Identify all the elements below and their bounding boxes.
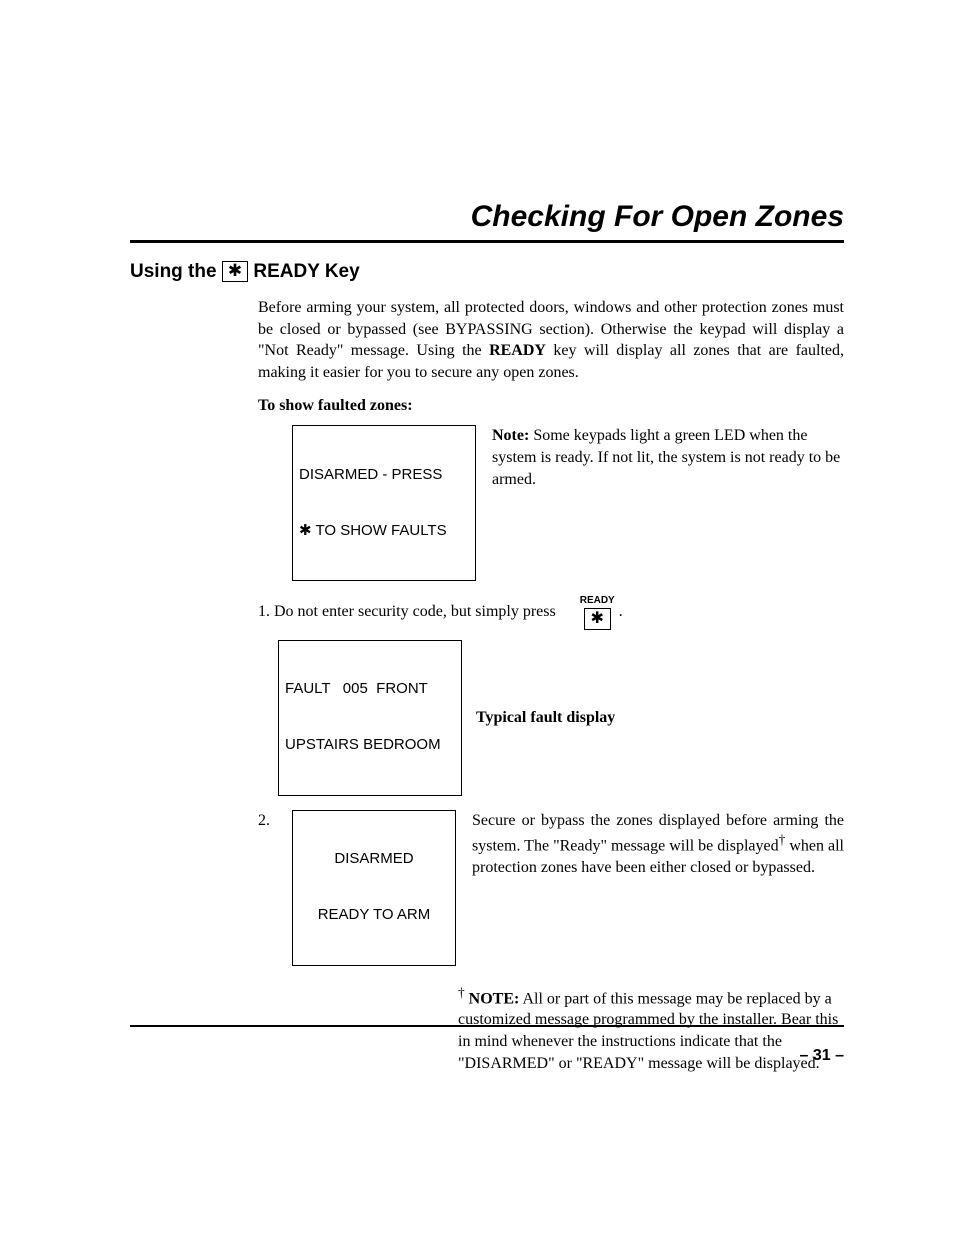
ready-key-wrap: READY ✱ (580, 595, 615, 629)
ready-key-icon: ✱ (584, 608, 611, 629)
step2-num: 2. (258, 810, 276, 830)
step1-text: Do not enter security code, but simply p… (270, 603, 556, 620)
title-rule (130, 240, 844, 243)
page-number: – 31 – (800, 1047, 844, 1065)
note1-bold: Note: (492, 427, 529, 444)
asterisk-key-icon: ✱ (222, 261, 248, 282)
row-fault-box: FAULT 005 FRONT UPSTAIRS BEDROOM Typical… (278, 640, 844, 796)
box3-line1: DISARMED (299, 850, 449, 869)
intro-paragraph: Before arming your system, all protected… (258, 297, 844, 383)
step-1: 1. Do not enter security code, but simpl… (258, 595, 844, 629)
ready-label: READY (580, 595, 615, 606)
box1-line2: ✱ TO SHOW FAULTS (299, 522, 469, 541)
box2-line2: UPSTAIRS BEDROOM (285, 736, 455, 755)
display-box-ready-to-arm: DISARMED READY TO ARM (292, 810, 456, 966)
note1: Note: Some keypads light a green LED whe… (492, 425, 844, 490)
row-step2: 2. DISARMED READY TO ARM Secure or bypas… (258, 810, 844, 966)
box2-line1: FAULT 005 FRONT (285, 680, 455, 699)
box3-line2: READY TO ARM (299, 906, 449, 925)
show-faulted-heading: To show faulted zones: (258, 397, 844, 415)
row-box1: DISARMED - PRESS ✱ TO SHOW FAULTS Note: … (258, 425, 844, 581)
step1-period: . (619, 603, 623, 620)
page-title: Checking For Open Zones (130, 200, 844, 234)
subtitle-prefix: Using the (130, 261, 222, 282)
asterisk-icon: ✱ (299, 522, 312, 539)
page: Checking For Open Zones Using the ✱ READ… (0, 0, 954, 1235)
section-subtitle: Using the ✱ READY Key (130, 261, 844, 283)
note1-text: Some keypads light a green LED when the … (492, 427, 840, 487)
typical-fault-label: Typical fault display (476, 709, 615, 727)
step1-num: 1. (258, 603, 270, 620)
display-box-fault: FAULT 005 FRONT UPSTAIRS BEDROOM (278, 640, 462, 796)
footer-rule (130, 1025, 844, 1027)
box1-line2-text: TO SHOW FAULTS (312, 522, 447, 539)
step2-text: Secure or bypass the zones displayed bef… (472, 810, 844, 879)
display-box-disarmed-press: DISARMED - PRESS ✱ TO SHOW FAULTS (292, 425, 476, 581)
note2-bold: NOTE: (465, 990, 520, 1007)
intro-ready-bold: READY (489, 342, 546, 359)
box1-line1: DISARMED - PRESS (299, 466, 469, 485)
subtitle-suffix: READY Key (248, 261, 360, 282)
content-block: Before arming your system, all protected… (258, 297, 844, 1074)
dagger-icon-2: † (458, 985, 465, 1000)
note2: † NOTE: All or part of this message may … (458, 984, 844, 1075)
